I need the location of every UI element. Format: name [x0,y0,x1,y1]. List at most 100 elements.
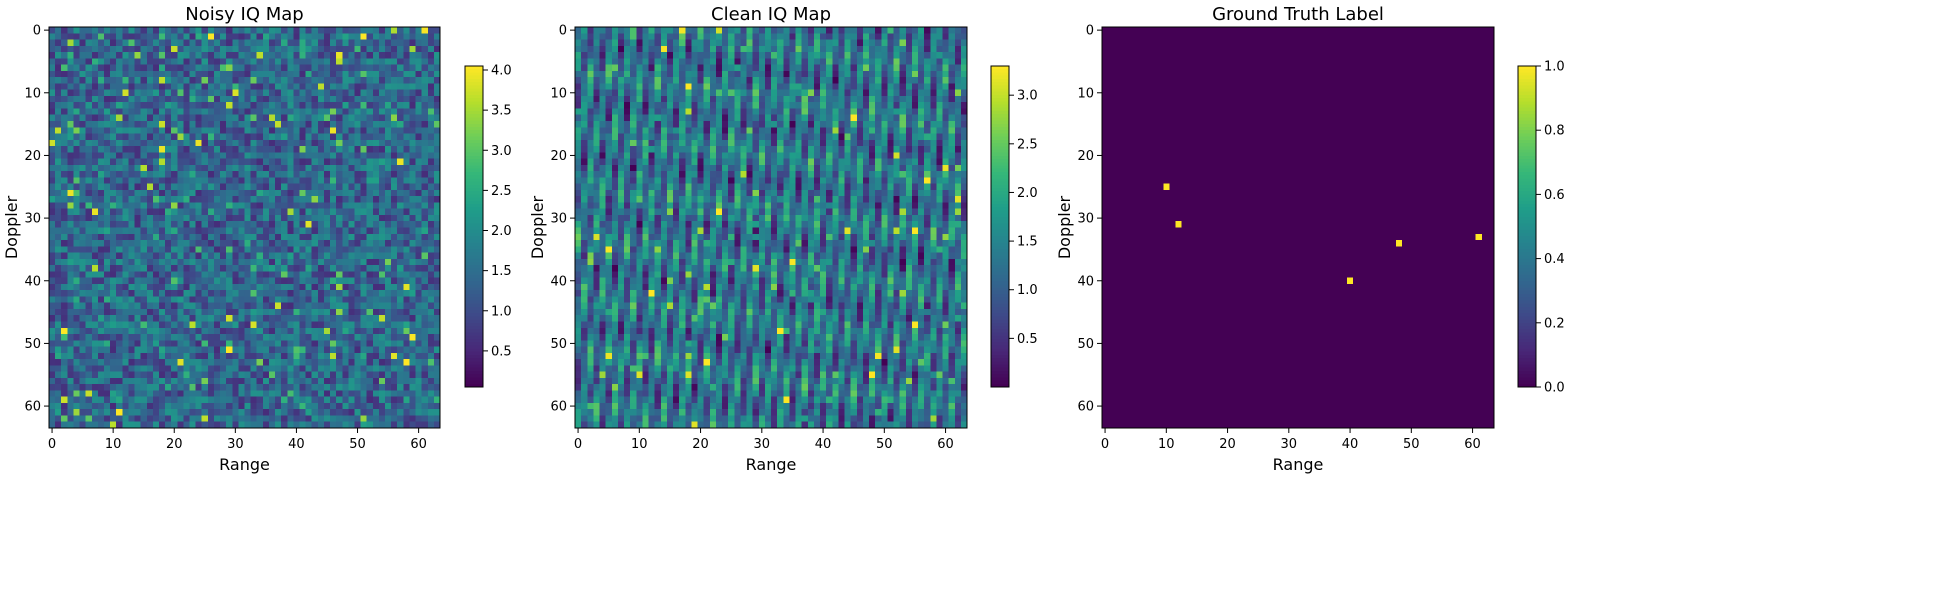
heatmap-cell [599,64,607,72]
colorbar-segment [465,223,483,228]
heatmap-cell [317,58,325,66]
heatmap-cell [213,108,221,116]
heatmap-cell [268,233,276,241]
heatmap-cell [158,415,166,423]
heatmap-cell [275,221,282,229]
heatmap-cell [140,164,148,172]
heatmap-cell [311,246,319,254]
heatmap-cell [226,227,233,235]
heatmap-cell [348,133,356,141]
heatmap-cell [844,58,852,66]
heatmap-cell [366,120,374,128]
heatmap-cell [948,39,956,47]
heatmap-cell [97,39,105,47]
heatmap-cell [134,146,142,153]
heatmap-cell [648,52,656,59]
heatmap-cell [146,271,154,279]
heatmap-cell [397,89,404,97]
heatmap-cell [262,133,270,141]
heatmap-cell [311,164,319,172]
heatmap-cell [73,227,81,235]
heatmap-cell [323,371,331,379]
heatmap-cell [427,296,435,304]
heatmap-cell [213,83,221,91]
heatmap-cell [134,171,142,178]
heatmap-cell [256,415,264,423]
heatmap-cell [207,58,215,66]
heatmap-cell [624,39,631,47]
heatmap-cell [158,359,166,366]
heatmap-cell [856,27,864,34]
heatmap-cell [171,296,178,304]
colorbar-segment [465,322,483,327]
heatmap-cell [330,133,337,141]
heatmap-cell [789,33,797,41]
heatmap-cell [330,95,337,103]
heatmap-cell [91,227,99,235]
heatmap-cell [293,308,301,316]
heatmap-cell [660,39,668,47]
heatmap-cell [397,70,404,78]
heatmap-cell [195,384,203,392]
heatmap-cell [764,39,772,47]
heatmap-cell [91,152,99,160]
heatmap-cell [275,240,282,247]
heatmap-cell [146,102,154,110]
heatmap-cell [348,421,356,429]
heatmap-cell [427,196,435,204]
heatmap-cell [110,77,117,84]
heatmap-cell [177,240,185,247]
heatmap-cell [330,83,337,91]
heatmap-cell [213,415,221,423]
heatmap-cell [354,108,362,116]
heatmap-cell [862,89,870,97]
heatmap-cell [758,70,766,78]
heatmap-cell [85,183,93,191]
heatmap-cell [293,152,301,160]
heatmap-cell [403,252,411,260]
heatmap-cell [746,27,754,34]
heatmap-cell [61,308,68,316]
heatmap-cell [293,409,301,417]
heatmap-cell [61,377,68,385]
heatmap-cell [183,95,191,103]
heatmap-cell [293,390,301,398]
heatmap-cell [152,359,160,366]
heatmap-cell [207,308,215,316]
heatmap-cell [323,45,331,53]
heatmap-cell [336,27,343,34]
heatmap-cell [91,334,99,341]
colorbar-segment [465,309,483,314]
heatmap-cell [666,58,674,66]
heatmap-cell [256,196,264,204]
heatmap-cell [366,384,374,392]
heatmap-cell [409,139,417,147]
heatmap-cell [722,39,729,47]
heatmap-cell [165,152,172,160]
heatmap-cell [740,58,748,66]
heatmap-cell [433,183,441,191]
heatmap-cell [262,108,270,116]
heatmap-cell [287,133,294,141]
heatmap-cell [177,158,185,166]
heatmap-cell [152,183,160,191]
heatmap-cell [232,315,239,323]
heatmap-cell [911,52,919,59]
heatmap-cell [171,77,178,84]
heatmap-cell [391,139,398,147]
heatmap-cell [378,221,386,229]
heatmap-cell [409,77,417,84]
heatmap-cell [207,359,215,366]
heatmap-cell [250,421,258,429]
heatmap-cell [165,340,172,348]
heatmap-cell [61,396,68,404]
heatmap-cell [305,208,313,216]
heatmap-cell [795,45,803,53]
heatmap-cell [232,290,239,298]
heatmap-cell [954,58,962,66]
heatmap-cell [330,183,337,191]
heatmap-cell [171,89,178,97]
heatmap-cell [397,83,404,91]
heatmap-cell [134,246,142,254]
heatmap-cell [122,183,130,191]
